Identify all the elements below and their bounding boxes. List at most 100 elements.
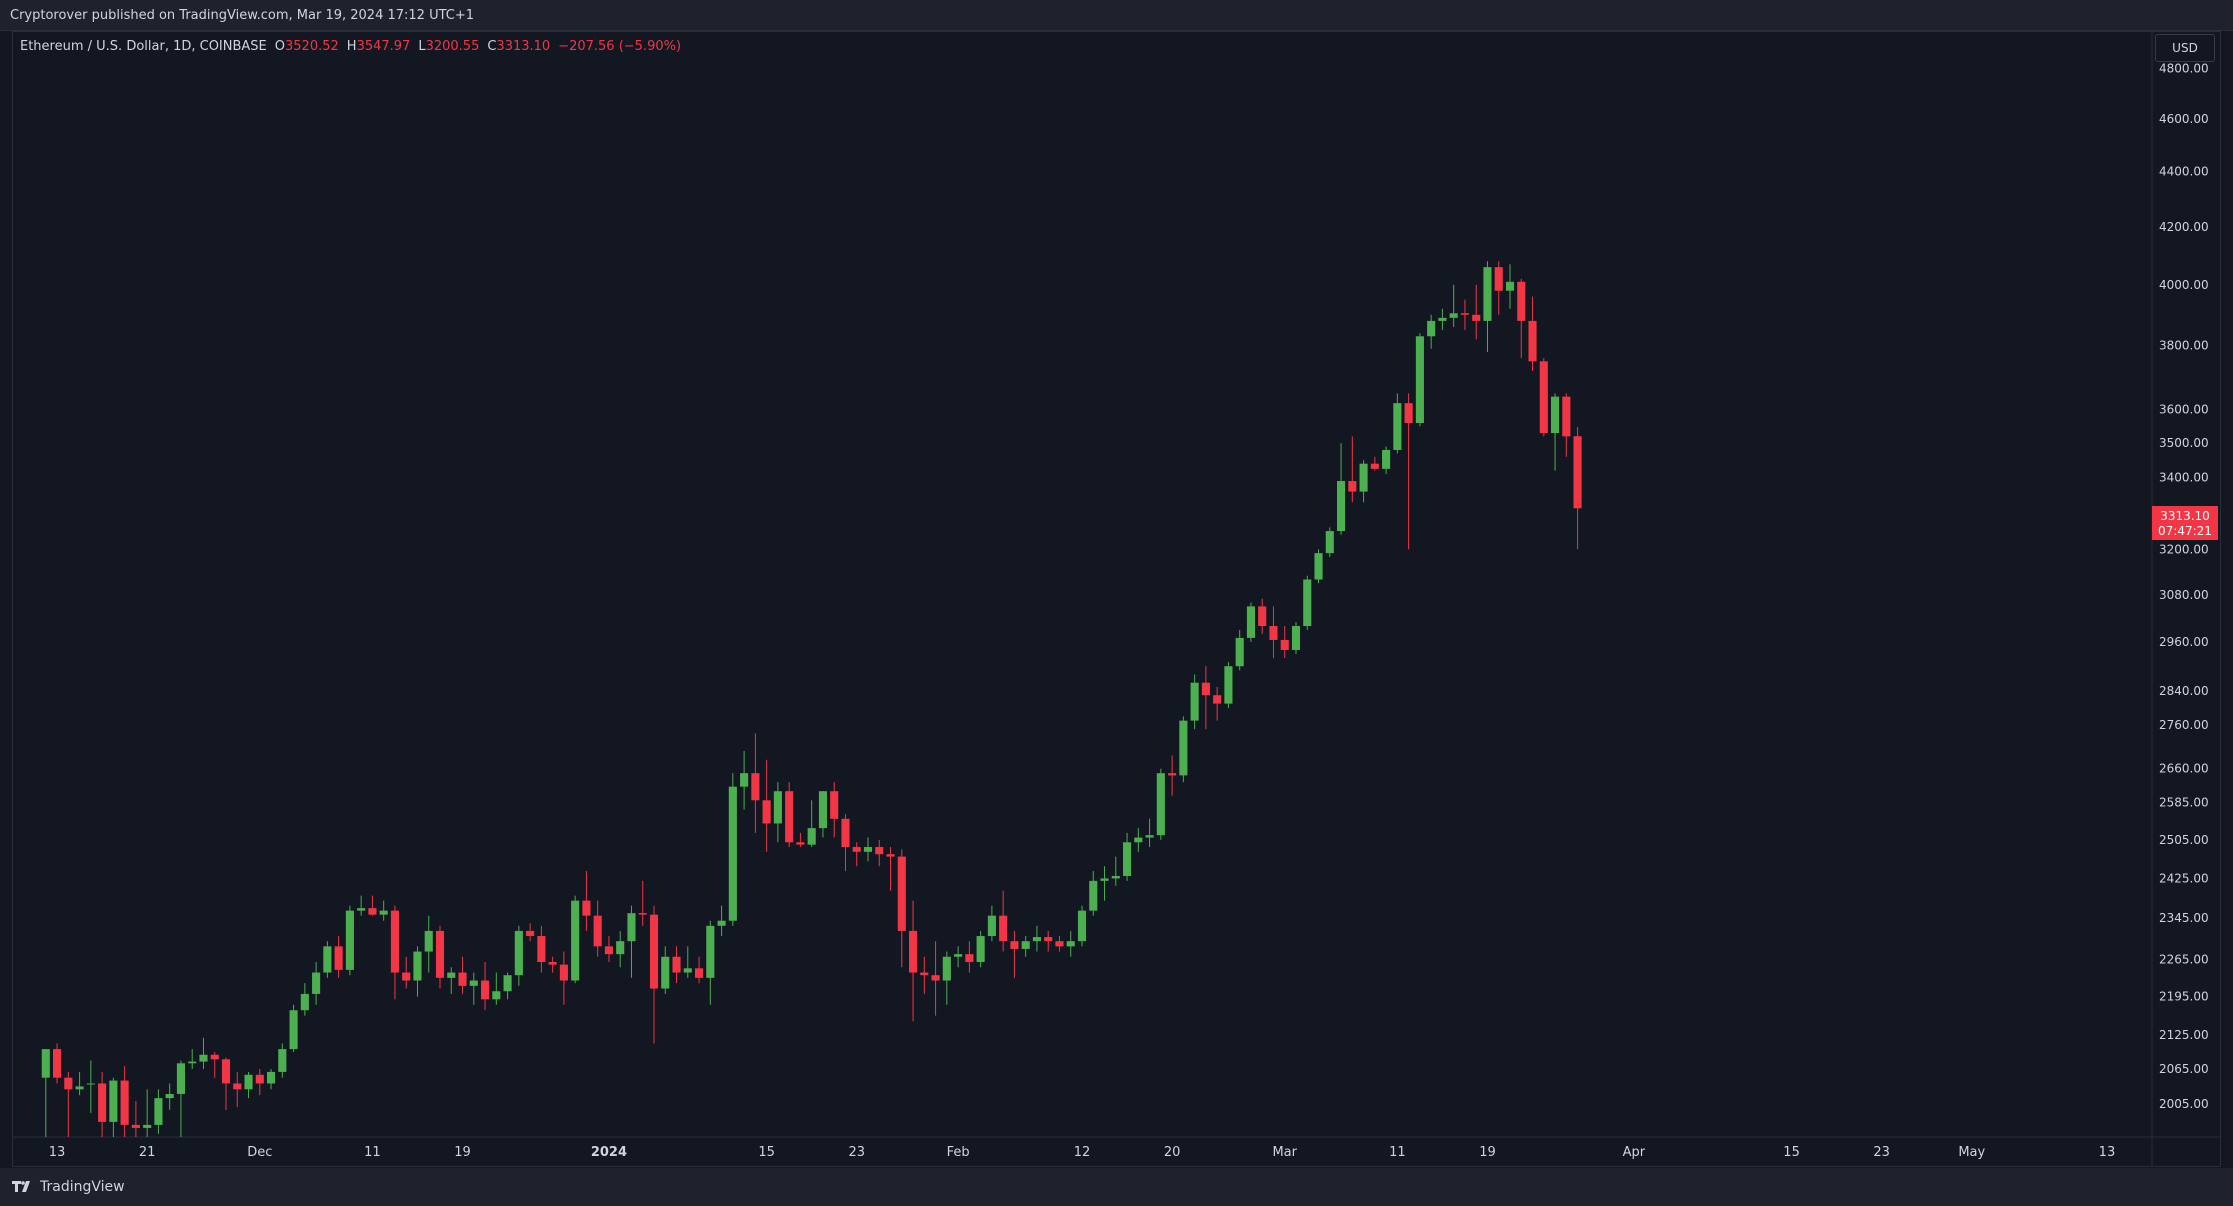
candle[interactable] xyxy=(582,871,591,931)
candle[interactable] xyxy=(897,849,906,968)
candle[interactable] xyxy=(345,905,354,976)
candle[interactable] xyxy=(165,1083,174,1110)
candle[interactable] xyxy=(1370,456,1379,471)
candle[interactable] xyxy=(266,1069,276,1090)
candle[interactable] xyxy=(312,961,321,1005)
candle[interactable] xyxy=(796,832,805,848)
candle[interactable] xyxy=(1032,925,1042,952)
candle[interactable] xyxy=(1280,626,1289,659)
candle[interactable] xyxy=(1438,308,1447,331)
candle[interactable] xyxy=(920,956,929,994)
candle[interactable] xyxy=(1303,575,1312,630)
candle[interactable] xyxy=(852,842,861,867)
candle[interactable] xyxy=(1550,393,1560,471)
candle[interactable] xyxy=(1021,936,1030,957)
candle[interactable] xyxy=(1179,716,1188,783)
candle[interactable] xyxy=(1483,261,1492,352)
candle[interactable] xyxy=(435,925,445,989)
candle[interactable] xyxy=(1427,314,1436,349)
candle[interactable] xyxy=(199,1037,208,1070)
candle[interactable] xyxy=(1134,828,1143,852)
currency-button[interactable]: USD xyxy=(2155,34,2215,62)
candle[interactable] xyxy=(1449,284,1458,328)
candle[interactable] xyxy=(300,983,309,1016)
candle[interactable] xyxy=(1168,755,1177,796)
candle[interactable] xyxy=(1382,446,1391,475)
candle[interactable] xyxy=(1213,686,1222,721)
candle[interactable] xyxy=(492,972,501,1005)
candle[interactable] xyxy=(1517,278,1526,359)
candle[interactable] xyxy=(593,900,602,957)
candle[interactable] xyxy=(1494,261,1503,315)
candle[interactable] xyxy=(1010,930,1019,978)
candle[interactable] xyxy=(1190,674,1199,730)
candle[interactable] xyxy=(638,880,647,926)
candle[interactable] xyxy=(1573,427,1582,550)
candle[interactable] xyxy=(244,1071,253,1099)
candle[interactable] xyxy=(1055,936,1064,952)
candle[interactable] xyxy=(41,1049,50,1137)
candle[interactable] xyxy=(131,1101,140,1137)
candle[interactable] xyxy=(1235,629,1244,671)
candle[interactable] xyxy=(52,1043,62,1084)
candle[interactable] xyxy=(537,925,546,973)
candle[interactable] xyxy=(762,759,771,852)
candle[interactable] xyxy=(886,847,895,891)
candle[interactable] xyxy=(1269,606,1278,659)
candle[interactable] xyxy=(1359,460,1368,503)
candle[interactable] xyxy=(1336,443,1346,535)
candle[interactable] xyxy=(188,1049,197,1070)
candle[interactable] xyxy=(1044,930,1053,952)
candle[interactable] xyxy=(379,900,388,921)
candle[interactable] xyxy=(1100,866,1109,901)
candle[interactable] xyxy=(740,750,749,810)
candle[interactable] xyxy=(1562,393,1571,457)
candle[interactable] xyxy=(447,967,456,994)
candle[interactable] xyxy=(728,773,737,926)
candle[interactable] xyxy=(357,895,366,916)
candle[interactable] xyxy=(965,941,974,973)
candle[interactable] xyxy=(503,972,512,1000)
candle[interactable] xyxy=(987,905,996,942)
candle[interactable] xyxy=(1156,768,1165,840)
price-axis[interactable]: 4800.00 4600.00 4400.00 4200.00 4000.00 3800.… xyxy=(2159,62,2209,1112)
candle[interactable] xyxy=(1539,358,1548,437)
candle[interactable] xyxy=(86,1060,95,1113)
candle[interactable] xyxy=(390,905,400,1000)
candle[interactable] xyxy=(694,956,704,984)
candle[interactable] xyxy=(976,930,985,968)
candle[interactable] xyxy=(1066,930,1075,957)
candle[interactable] xyxy=(818,791,828,838)
candle[interactable] xyxy=(323,941,332,978)
symbol-name[interactable]: Ethereum / U.S. Dollar, 1D, COINBASE xyxy=(20,39,267,54)
candle[interactable] xyxy=(514,925,523,986)
candle[interactable] xyxy=(616,930,625,968)
candle[interactable] xyxy=(863,837,873,862)
candle[interactable] xyxy=(402,956,411,989)
candle[interactable] xyxy=(278,1043,287,1078)
candle[interactable] xyxy=(1077,905,1087,947)
candle[interactable] xyxy=(255,1069,264,1096)
candle[interactable] xyxy=(1246,602,1256,642)
candle[interactable] xyxy=(604,936,614,962)
candle[interactable] xyxy=(1122,832,1132,881)
candle[interactable] xyxy=(830,782,839,838)
candle[interactable] xyxy=(1460,299,1470,331)
candle[interactable] xyxy=(1291,622,1301,655)
candle[interactable] xyxy=(98,1071,107,1137)
candle[interactable] xyxy=(672,946,681,984)
candle[interactable] xyxy=(154,1089,163,1134)
candle[interactable] xyxy=(931,941,940,1016)
candle[interactable] xyxy=(120,1066,129,1137)
candle[interactable] xyxy=(954,946,963,968)
candle[interactable] xyxy=(1314,549,1323,584)
candle[interactable] xyxy=(480,961,490,1011)
candle[interactable] xyxy=(221,1057,231,1110)
footer-brand[interactable]: TradingView xyxy=(40,1179,125,1195)
candle[interactable] xyxy=(559,951,568,1005)
candle[interactable] xyxy=(289,1004,298,1052)
candle[interactable] xyxy=(109,1077,118,1137)
candle[interactable] xyxy=(334,936,343,978)
candle[interactable] xyxy=(1404,393,1413,550)
